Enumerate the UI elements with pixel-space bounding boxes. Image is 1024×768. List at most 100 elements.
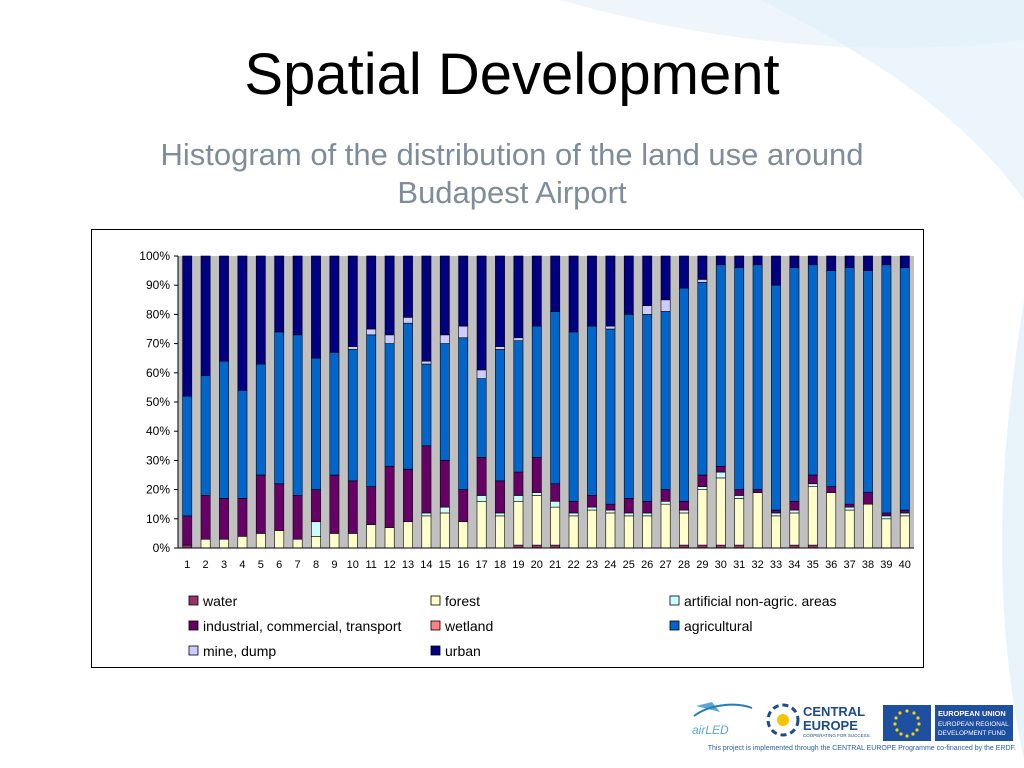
bar-segment-agricultural xyxy=(329,352,340,476)
bar-segment-forest xyxy=(587,509,597,549)
bar-segment-forest xyxy=(476,500,487,549)
bar-segment-mine-dump xyxy=(458,325,469,339)
bar-segment-artificial-non-agric-areas xyxy=(734,495,745,499)
bar-segment-agricultural xyxy=(403,322,413,470)
x-tick-label: 2 xyxy=(203,559,209,571)
y-tick-label: 20% xyxy=(146,483,170,497)
bar-segment-forest xyxy=(568,515,579,549)
bar-segment-artificial-non-agric-areas xyxy=(550,500,561,508)
bar-segment-urban xyxy=(899,255,910,268)
bar-segment-forest xyxy=(274,530,285,549)
bar-segment-artificial-non-agric-areas xyxy=(531,492,542,496)
bar-segment-urban xyxy=(623,255,634,315)
bar-segment-urban xyxy=(274,255,285,333)
bar-segment-mine-dump xyxy=(660,299,671,312)
bar-segment-forest xyxy=(660,503,671,549)
bar-segment-artificial-non-agric-areas xyxy=(587,506,597,511)
bar-segment-industrial-commercial-transport xyxy=(237,498,248,537)
chart-frame: 0% 10% 20% 30% 40% 50% 60% 70% 80% 90% 100% 1 2 3 4 5 6 7… xyxy=(91,229,924,668)
bar-segment-forest xyxy=(771,515,781,549)
bar-segment-urban xyxy=(807,255,818,266)
central-europe-logo: CENTRAL EUROPE COOPERATING FOR SUCCESS. xyxy=(766,703,871,738)
legend-entry: artificial non-agric. areas xyxy=(669,593,837,609)
x-tick-label: 33 xyxy=(770,559,782,571)
x-tick-label: 21 xyxy=(549,559,561,571)
bar-segment-urban xyxy=(513,255,524,339)
bar-segment-urban xyxy=(403,255,413,318)
bar-segment-industrial-commercial-transport xyxy=(531,457,542,493)
x-tick-label: 11 xyxy=(365,559,376,571)
eu-erdf-logo: EUROPEAN UNION EUROPEAN REGIONAL DEVELOP… xyxy=(883,705,1013,741)
bar-segment-agricultural xyxy=(237,390,248,499)
bar-segment-industrial-commercial-transport xyxy=(458,489,469,523)
bar-segment-urban xyxy=(715,255,726,266)
legend-swatch xyxy=(430,595,441,606)
bar-segment-industrial-commercial-transport xyxy=(899,509,910,514)
bar-segment-urban xyxy=(550,255,561,312)
bar-segment-industrial-commercial-transport xyxy=(771,509,781,514)
bar-segment-artificial-non-agric-areas xyxy=(771,512,781,517)
bar-segment-forest xyxy=(513,500,524,546)
bar-segment-agricultural xyxy=(807,264,818,476)
bar-segment-agricultural xyxy=(421,363,432,447)
bar-segment-industrial-commercial-transport xyxy=(734,489,745,496)
bar-segment-forest xyxy=(329,533,340,549)
bar-segment-industrial-commercial-transport xyxy=(329,474,340,534)
bar-segment-agricultural xyxy=(587,325,597,496)
x-tick-label: 20 xyxy=(531,559,543,571)
bar-segment-industrial-commercial-transport xyxy=(642,500,653,514)
bar-segment-urban xyxy=(734,255,745,268)
x-tick-label: 25 xyxy=(623,559,635,571)
bar-segment-mine-dump xyxy=(439,334,450,344)
bar-segment-industrial-commercial-transport xyxy=(844,503,855,508)
x-tick-label: 29 xyxy=(696,559,708,571)
bar-segment-urban xyxy=(421,255,432,362)
bar-segment-urban xyxy=(587,255,597,327)
plot-area xyxy=(178,256,914,548)
bar-segment-artificial-non-agric-areas xyxy=(660,500,671,505)
legend-swatch xyxy=(188,620,199,631)
bar-segment-industrial-commercial-transport xyxy=(679,500,689,511)
bar-segment-industrial-commercial-transport xyxy=(587,495,597,508)
bar-segment-urban xyxy=(311,255,321,359)
bar-segment-artificial-non-agric-areas xyxy=(311,521,321,537)
bar-segment-forest xyxy=(550,506,561,546)
central-europe-tagline: COOPERATING FOR SUCCESS. xyxy=(803,733,871,738)
bar-segment-industrial-commercial-transport xyxy=(513,471,524,496)
bar-segment-urban xyxy=(255,255,266,365)
eu-line3: DEVELOPMENT FUND xyxy=(938,730,1006,737)
bar-segment-industrial-commercial-transport xyxy=(292,495,303,540)
bar-segment-artificial-non-agric-areas xyxy=(679,509,689,514)
bar-segment-agricultural xyxy=(366,334,377,487)
bar-segment-industrial-commercial-transport xyxy=(182,515,193,546)
x-tick-label: 39 xyxy=(880,559,892,571)
bar-segment-urban xyxy=(660,255,671,301)
bar-segment-industrial-commercial-transport xyxy=(495,480,505,514)
legend-label: agricultural xyxy=(684,618,752,634)
bar-segment-industrial-commercial-transport xyxy=(752,489,763,493)
x-tick-label: 22 xyxy=(567,559,579,571)
bar-segment-forest xyxy=(403,521,413,549)
x-tick-label: 40 xyxy=(899,559,911,571)
bar-segment-industrial-commercial-transport xyxy=(421,445,432,514)
bar-segment-mine-dump xyxy=(605,325,616,330)
x-tick-label: 38 xyxy=(862,559,874,571)
bar-segment-agricultural xyxy=(899,267,910,511)
legend-label: artificial non-agric. areas xyxy=(684,593,837,609)
bar-segment-agricultural xyxy=(697,281,708,476)
bar-segment-agricultural xyxy=(495,349,505,482)
bar-segment-industrial-commercial-transport xyxy=(550,483,561,502)
bar-segment-mine-dump xyxy=(697,279,708,283)
x-tick-label: 18 xyxy=(494,559,506,571)
legend-entry: wetland xyxy=(430,618,493,634)
central-europe-line2: EUROPE xyxy=(803,718,858,733)
bar-segment-industrial-commercial-transport xyxy=(347,480,358,534)
bar-segment-agricultural xyxy=(347,349,358,482)
bar-segment-forest xyxy=(237,536,248,549)
bar-segment-forest xyxy=(752,492,763,549)
bar-segment-forest xyxy=(734,498,745,546)
bar-segment-artificial-non-agric-areas xyxy=(642,512,653,517)
bar-segment-agricultural xyxy=(531,325,542,458)
bar-segment-urban xyxy=(568,255,579,333)
legend-label: forest xyxy=(445,593,480,609)
